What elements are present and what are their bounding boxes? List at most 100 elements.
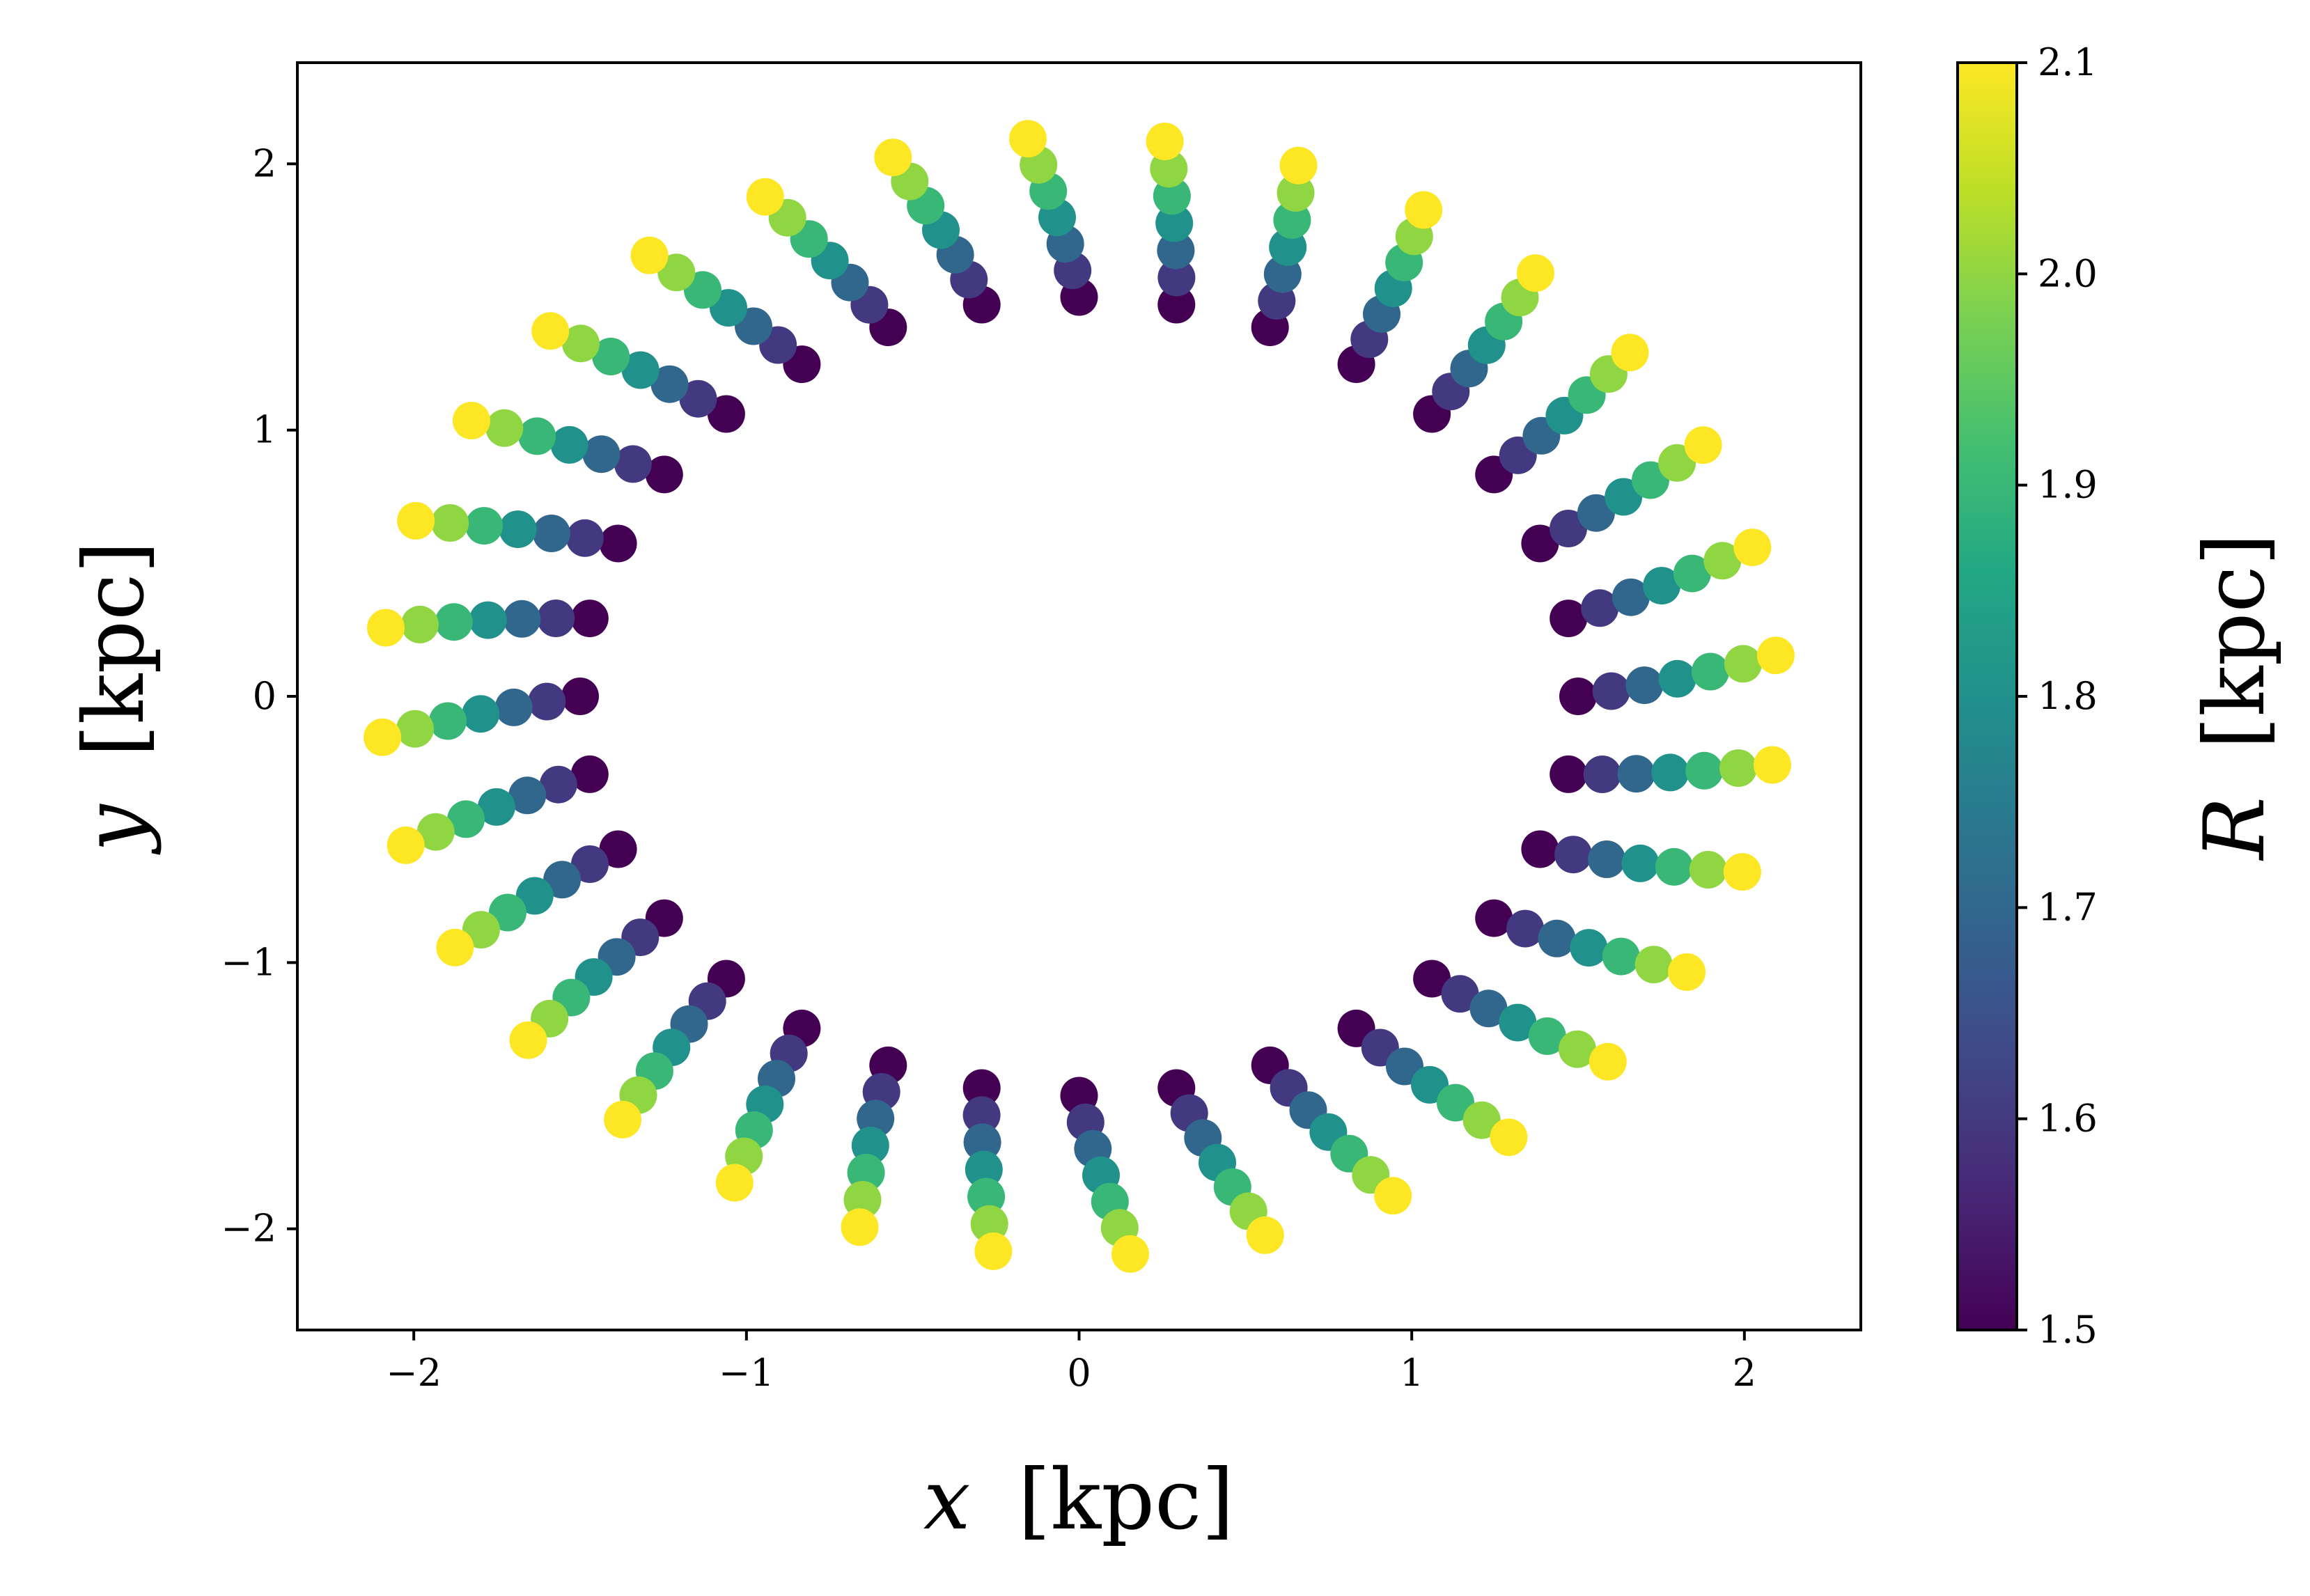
scatter-point (1719, 749, 1758, 788)
scatter-point (397, 501, 435, 540)
scatter-point (416, 813, 455, 851)
scatter-point (746, 178, 784, 216)
scatter-point (1521, 524, 1559, 563)
scatter-point (489, 893, 526, 932)
scatter-point (962, 1096, 1001, 1134)
scatter-point (543, 861, 582, 899)
scatter-point (364, 718, 402, 756)
scatter-point (436, 928, 474, 967)
colorbar-tick-label: 1.5 (2038, 1308, 2098, 1352)
scatter-point (1577, 494, 1615, 532)
scatter-point (715, 1164, 754, 1202)
scatter-point (503, 600, 541, 638)
scatter-point (1703, 542, 1742, 580)
colorbar-tick-label: 2.1 (2038, 40, 2098, 84)
scatter-point (1625, 666, 1664, 705)
scatter-point (630, 236, 669, 274)
scatter-point (550, 425, 588, 464)
scatter-point (841, 1208, 879, 1246)
x-tick-label: 2 (1733, 1351, 1756, 1395)
scatter-point (599, 524, 637, 563)
scatter-point (477, 788, 515, 826)
scatter-point (614, 445, 652, 483)
scatter-point (537, 600, 575, 637)
scatter-point (1658, 659, 1696, 698)
colorbar-var: R (2187, 797, 2284, 861)
scatter-point (1723, 853, 1761, 891)
scatter-point (1405, 191, 1443, 229)
y-tick-label: 0 (253, 674, 276, 718)
scatter-point (1155, 204, 1194, 242)
scatter-point (1538, 919, 1576, 957)
scatter-point (1634, 946, 1673, 984)
scatter-point (1756, 636, 1795, 675)
scatter-point (1153, 177, 1191, 215)
scatter-point (1157, 231, 1195, 269)
scatter-point (621, 351, 660, 389)
scatter-point (396, 710, 434, 748)
x-tick-label: −2 (386, 1351, 442, 1395)
x-tick-label: 0 (1067, 1351, 1091, 1395)
scatter-point (1724, 645, 1762, 683)
scatter-point (1279, 146, 1318, 185)
scatter-point (539, 765, 577, 804)
scatter-point (1570, 929, 1608, 967)
y-axis-unit: [kpc] (66, 541, 163, 757)
scatter-point (1583, 756, 1621, 793)
scatter-point (1643, 567, 1681, 605)
scatter-point (515, 877, 554, 915)
scatter-point (1588, 840, 1626, 878)
scatter-point (965, 1150, 1003, 1189)
scatter-point (570, 600, 609, 638)
scatter-point (532, 515, 570, 552)
colorbar-label: R [kpc] (2187, 533, 2284, 861)
scatter-point (452, 402, 490, 439)
scatter-point (565, 519, 604, 557)
scatter-point (509, 1021, 547, 1059)
scatter-point (1559, 1030, 1596, 1068)
scatter-point (528, 682, 566, 721)
x-tick-label: −1 (719, 1351, 774, 1395)
scatter-point (518, 417, 556, 455)
scatter-point (599, 830, 637, 868)
scatter-point (462, 695, 500, 733)
scatter-point (435, 603, 473, 641)
scatter-point (465, 507, 504, 545)
scatter-point (1611, 578, 1650, 616)
scatter-point (1621, 844, 1660, 882)
scatter-point (1685, 751, 1724, 790)
scatter-point (843, 1181, 882, 1219)
scatter-point (431, 504, 469, 542)
y-axis-var: y (66, 803, 163, 855)
scatter-point (447, 800, 485, 838)
y-tick-label: −1 (221, 940, 276, 984)
scatter-point (429, 702, 467, 740)
scatter-point (1157, 258, 1196, 297)
x-tick-label: 1 (1400, 1351, 1423, 1395)
x-axis-unit: [kpc] (1018, 1452, 1234, 1549)
scatter-point (1692, 652, 1729, 691)
scatter-point (1499, 1003, 1537, 1042)
scatter-point (679, 380, 717, 418)
scatter-point (1689, 851, 1727, 889)
scatter-point (1655, 847, 1693, 886)
scatter-point (1441, 975, 1479, 1013)
x-axis-var: x (923, 1452, 971, 1549)
scatter-point (1413, 960, 1451, 998)
scatter-point (1146, 123, 1184, 161)
colorbar-unit: [kpc] (2187, 533, 2284, 749)
colorbar-tick-label: 1.6 (2038, 1097, 2098, 1141)
scatter-point (1651, 753, 1689, 792)
scatter-point (1550, 755, 1588, 793)
scatter-point (650, 365, 689, 403)
colorbar-tick-label: 2.0 (2038, 251, 2098, 295)
scatter-point (1111, 1235, 1149, 1273)
scatter-point (1009, 120, 1047, 158)
scatter-point (592, 338, 630, 375)
scatter-point (1602, 937, 1640, 976)
scatter-point (1462, 1101, 1501, 1139)
scatter-point (485, 409, 524, 447)
scatter-point (974, 1232, 1013, 1270)
colorbar-tick-label: 1.9 (2038, 463, 2098, 507)
